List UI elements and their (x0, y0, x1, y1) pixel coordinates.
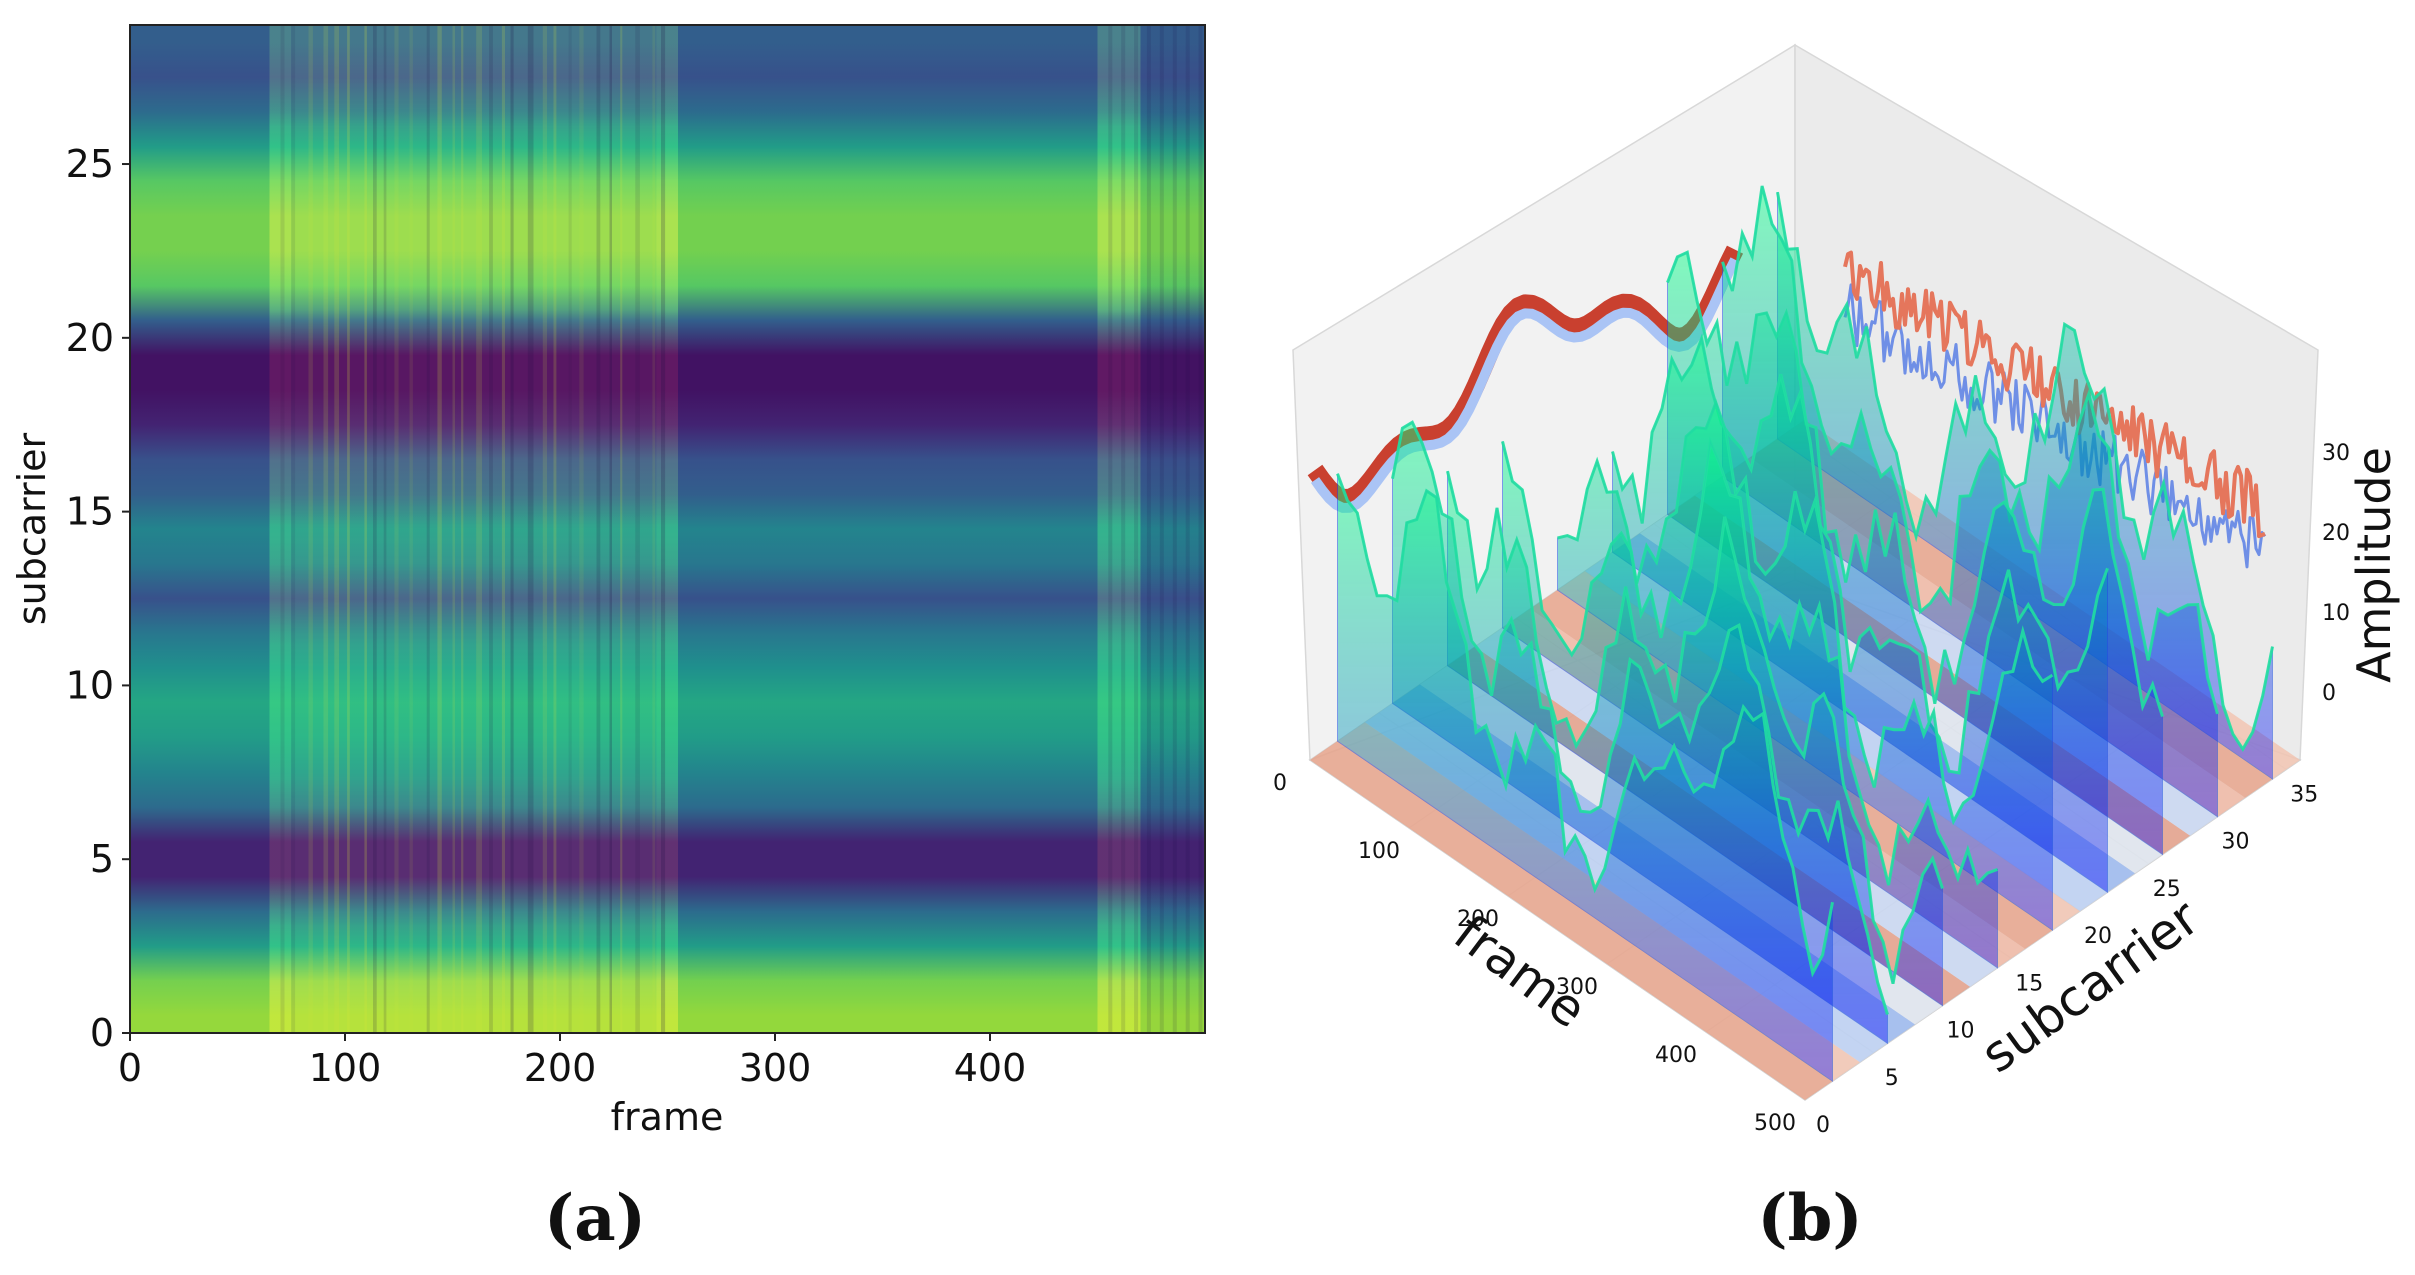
heatmap-y-tick-label: 20 (66, 316, 114, 360)
surface-zlabel: Amplitude (2347, 447, 2401, 683)
subcarrier-tick-label: 35 (2290, 782, 2318, 807)
heatmap-y-tick-label: 0 (90, 1011, 114, 1055)
frame-tick-label: 100 (1358, 839, 1400, 864)
heatmap-stripe (1108, 25, 1113, 1033)
heatmap-stripe (437, 25, 442, 1033)
heatmap-frame-modulation (130, 25, 1205, 1033)
heatmap-stripe (364, 25, 367, 1033)
subcarrier-axis-ticks: 0 5 10 15 20 25 30 35 (1816, 782, 2318, 1138)
heatmap-stripe (568, 25, 572, 1033)
heatmap-stripe (553, 25, 557, 1033)
heatmap-stripe (373, 25, 377, 1033)
panel-label-a: (a) (544, 1181, 646, 1256)
frame-tick-label: 400 (1655, 1043, 1697, 1068)
heatmap-stripe (652, 25, 656, 1033)
heatmap-stripe (1134, 25, 1139, 1033)
heatmap-frame (129, 24, 1206, 1034)
heatmap-stripe (542, 25, 547, 1033)
heatmap-x-ticks: 0 100 200 300 400 (118, 1033, 1026, 1090)
heatmap-stripe (383, 25, 387, 1033)
floor-contour-band (1310, 741, 1833, 1100)
heatmap-xlabel: frame (611, 1095, 724, 1139)
heatmap-stripe (1172, 25, 1177, 1033)
heatmap-x-tick-label: 300 (739, 1046, 812, 1090)
surface-ridge-crest (1611, 333, 2109, 775)
heatmap-x-tick-label: 100 (309, 1046, 382, 1090)
frame-axis-ticks: 0 100 200 300 400 500 (1273, 771, 1796, 1136)
heatmap-stripes (280, 25, 1203, 1033)
heatmap-stripe (409, 25, 413, 1033)
heatmap-stripe (323, 25, 329, 1033)
heatmap-stripe (1159, 25, 1164, 1033)
heatmap-y-tick-label: 10 (66, 663, 114, 707)
heatmap-x-tick-label: 0 (118, 1046, 142, 1090)
amplitude-tick-label: 10 (2322, 601, 2350, 626)
surface-ridge-crest (1391, 420, 1889, 1015)
heatmap-stripe (452, 25, 455, 1033)
amplitude-tick-label: 30 (2322, 441, 2350, 466)
heatmap-stripe (334, 25, 339, 1033)
surface-ridge-crest (1666, 250, 2164, 718)
subcarrier-tick-label: 25 (2153, 877, 2181, 902)
heatmap-ylabel: subcarrier (10, 432, 54, 625)
heatmap-stripe (461, 25, 464, 1033)
frame-tick-label: 300 (1556, 975, 1598, 1000)
subcarrier-tick-label: 5 (1885, 1066, 1899, 1091)
heatmap-stripe (426, 25, 430, 1033)
surface-ridge-crest (1557, 398, 2054, 826)
heatmap-stripe (291, 25, 296, 1033)
surface-ridge-crest (1336, 473, 1834, 978)
heatmap-y-tick-label: 5 (90, 837, 114, 881)
left-wall-projection-red (1307, 245, 1744, 507)
heatmap-y-tick-label: 15 (66, 490, 114, 534)
subcarrier-tick-label: 10 (1947, 1019, 1975, 1044)
heatmap-stripe (579, 25, 584, 1033)
heatmap-stripe (308, 25, 313, 1033)
panel-a-heatmap: 0 100 200 300 400 0 5 10 15 20 25 frame subcarrie… (10, 24, 1206, 1256)
amplitude-tick-label: 0 (2322, 681, 2336, 706)
heatmap-stripe (394, 25, 399, 1033)
amplitude-tick-label: 20 (2322, 521, 2350, 546)
heatmap-stripe (620, 25, 623, 1033)
subcarrier-tick-label: 30 (2222, 830, 2250, 855)
frame-tick-label: 200 (1457, 907, 1499, 932)
heatmap-stripe (510, 25, 514, 1033)
surface-ridge-crest (1776, 191, 2274, 752)
heatmap-stripe (1198, 25, 1203, 1033)
subcarrier-tick-label: 0 (1816, 1113, 1830, 1138)
subcarrier-tick-label: 20 (2084, 924, 2112, 949)
heatmap-stripe (661, 25, 666, 1033)
surface-ridge-crest (1501, 436, 1999, 886)
heatmap-stripe (476, 25, 482, 1033)
heatmap-stripe (527, 25, 534, 1033)
heatmap-y-tick-label: 25 (66, 142, 114, 186)
amplitude-axis-ticks: 0 10 20 30 (2322, 441, 2350, 706)
heatmap-stripe (1121, 25, 1126, 1033)
heatmap-stripe (635, 25, 640, 1033)
surface-3d (1336, 185, 2274, 1083)
frame-tick-label: 0 (1273, 771, 1287, 796)
surface-ridge-crest (1446, 470, 1944, 985)
heatmap-x-tick-label: 200 (524, 1046, 597, 1090)
frame-tick-label: 500 (1754, 1111, 1796, 1136)
subcarrier-tick-label: 15 (2015, 971, 2043, 996)
heatmap-stripe (347, 25, 350, 1033)
heatmap-stripe (1185, 25, 1190, 1033)
surface-ridge-crest (1721, 185, 2219, 715)
heatmap-stripe (596, 25, 601, 1033)
heatmap-stripe (489, 25, 493, 1033)
heatmap-y-ticks: 0 5 10 15 20 25 (66, 142, 130, 1055)
heatmap-stripe (501, 25, 505, 1033)
heatmap-stripe (1146, 25, 1151, 1033)
heatmap-stripe (609, 25, 612, 1033)
left-wall-projection-blue (1310, 257, 1740, 513)
heatmap-x-tick-label: 400 (954, 1046, 1027, 1090)
panel-label-b: (b) (1757, 1181, 1862, 1256)
heatmap-stripe (280, 25, 285, 1033)
right-wall-projection-red (1843, 250, 2266, 539)
